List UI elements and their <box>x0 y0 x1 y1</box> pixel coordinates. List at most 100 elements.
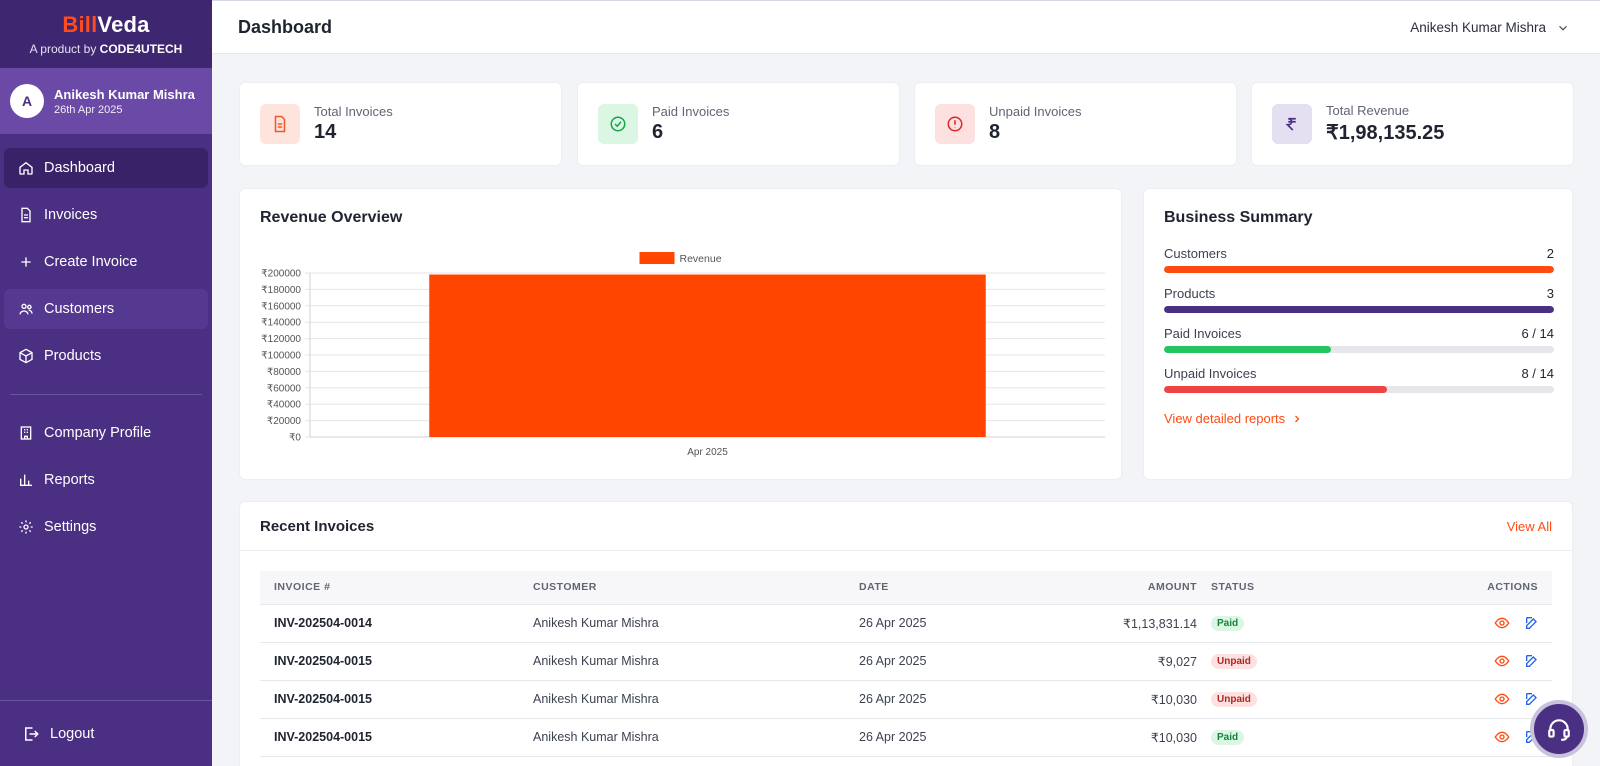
stat-card-paid-invoices: Paid Invoices 6 <box>577 82 900 166</box>
business-summary-title: Business Summary <box>1164 209 1313 226</box>
invoice-actions <box>1411 680 1552 719</box>
summary-value: 8 / 14 <box>1521 366 1554 381</box>
sidebar-user: A Anikesh Kumar Mishra 26th Apr 2025 <box>0 68 212 134</box>
summary-value: 2 <box>1546 246 1554 261</box>
column-header-status[interactable]: STATUS <box>1211 571 1411 605</box>
sidebar-item-label: Company Profile <box>44 425 152 441</box>
invoice-date: 26 Apr 2025 <box>859 680 1059 719</box>
summary-value: 3 <box>1546 286 1554 301</box>
summary-label: Paid Invoices <box>1164 326 1242 341</box>
summary-bar-fill <box>1164 386 1387 393</box>
brand-logo[interactable]: BillVeda <box>0 12 212 38</box>
sidebar-item-invoices[interactable]: Invoices <box>4 195 208 235</box>
header-user-name: Anikesh Kumar Mishra <box>1410 20 1546 35</box>
recent-invoices-title: Recent Invoices <box>260 518 375 535</box>
invoice-date: 26 Apr 2025 <box>859 718 1059 757</box>
building-icon <box>20 426 32 440</box>
invoice-customer: Anikesh Kumar Mishra <box>533 642 859 681</box>
y-tick-label: ₹0 <box>289 433 301 444</box>
y-tick-label: ₹140000 <box>261 318 301 329</box>
edit-icon[interactable] <box>1524 615 1540 631</box>
revenue-overview-title: Revenue Overview <box>260 209 403 226</box>
status-badge: Paid <box>1211 730 1245 745</box>
column-header-amount[interactable]: AMOUNT <box>1059 571 1211 605</box>
eye-icon[interactable] <box>1494 729 1510 745</box>
view-detailed-reports-label: View detailed reports <box>1164 411 1286 426</box>
eye-icon[interactable] <box>1494 615 1510 631</box>
invoice-customer: Anikesh Kumar Mishra <box>533 718 859 757</box>
stat-card-unpaid-invoices: Unpaid Invoices 8 <box>914 82 1237 166</box>
invoice-actions <box>1411 718 1552 757</box>
invoices-table: INVOICE # CUSTOMER DATE AMOUNT STATUS AC… <box>260 571 1552 757</box>
brand: BillVeda A product by CODE4UTECH <box>0 0 212 68</box>
column-header-invoice[interactable]: INVOICE # <box>260 571 533 605</box>
users-icon <box>19 303 33 315</box>
top-header: Dashboard Anikesh Kumar Mishra <box>212 0 1600 54</box>
alert-circle-icon <box>935 104 975 144</box>
invoice-number[interactable]: INV-202504-0015 <box>260 642 533 681</box>
sidebar: BillVeda A product by CODE4UTECH A Anike… <box>0 0 212 766</box>
check-circle-icon <box>598 104 638 144</box>
table-row[interactable]: INV-202504-0015 Anikesh Kumar Mishra 26 … <box>260 642 1552 681</box>
table-row[interactable]: INV-202504-0015 Anikesh Kumar Mishra 26 … <box>260 680 1552 719</box>
edit-icon[interactable] <box>1524 653 1540 669</box>
summary-label: Products <box>1164 286 1216 301</box>
business-summary-panel: Business Summary Customers 2 Products 3 … <box>1143 188 1573 480</box>
stat-value: 8 <box>989 121 1001 143</box>
sidebar-item-customers[interactable]: Customers <box>4 289 208 329</box>
x-tick-label: Apr 2025 <box>687 447 728 458</box>
invoice-date: 26 Apr 2025 <box>859 642 1059 681</box>
invoice-status-cell: Unpaid <box>1211 642 1411 681</box>
brand-tagline: A product by CODE4UTECH <box>0 42 212 56</box>
invoice-number[interactable]: INV-202504-0014 <box>260 604 533 643</box>
column-header-customer[interactable]: CUSTOMER <box>533 571 859 605</box>
summary-value: 6 / 14 <box>1521 326 1554 341</box>
sidebar-item-company-profile[interactable]: Company Profile <box>4 413 208 453</box>
headset-icon <box>1548 719 1570 741</box>
summary-bar <box>1164 266 1554 273</box>
logout-icon <box>25 726 39 741</box>
status-badge: Unpaid <box>1211 654 1257 669</box>
sidebar-nav: Dashboard Invoices Create Invoice Custom… <box>0 134 212 547</box>
eye-icon[interactable] <box>1494 653 1510 669</box>
support-chat-button[interactable] <box>1530 700 1588 758</box>
table-row[interactable]: INV-202504-0014 Anikesh Kumar Mishra 26 … <box>260 604 1552 643</box>
summary-bar-fill <box>1164 346 1332 353</box>
chevron-right-icon <box>1295 415 1300 422</box>
invoice-number[interactable]: INV-202504-0015 <box>260 680 533 719</box>
sidebar-item-label: Customers <box>44 301 115 317</box>
edit-icon[interactable] <box>1524 691 1540 707</box>
brand-tagline-prefix: A product by <box>29 42 100 56</box>
status-badge: Paid <box>1211 616 1245 631</box>
logout-button[interactable]: Logout <box>0 700 212 766</box>
legend-swatch <box>639 252 675 264</box>
box-icon <box>19 348 33 364</box>
stat-label: Unpaid Invoices <box>989 104 1082 119</box>
sidebar-item-label: Settings <box>44 519 97 535</box>
sidebar-item-create-invoice[interactable]: Create Invoice <box>4 242 208 282</box>
summary-bar <box>1164 346 1554 353</box>
sidebar-item-settings[interactable]: Settings <box>4 507 208 547</box>
view-all-link[interactable]: View All <box>1506 519 1552 534</box>
stat-label: Total Invoices <box>314 104 393 119</box>
invoice-customer: Anikesh Kumar Mishra <box>533 680 859 719</box>
invoice-actions <box>1411 604 1552 643</box>
table-row[interactable]: INV-202504-0015 Anikesh Kumar Mishra 26 … <box>260 718 1552 757</box>
view-detailed-reports-link[interactable]: View detailed reports <box>1164 411 1303 426</box>
summary-label: Unpaid Invoices <box>1164 366 1257 381</box>
invoice-status-cell: Paid <box>1211 718 1411 757</box>
recent-invoices-panel: Recent Invoices View All INVOICE # CUSTO… <box>239 501 1573 766</box>
eye-icon[interactable] <box>1494 691 1510 707</box>
page-title: Dashboard <box>238 17 333 37</box>
sidebar-item-products[interactable]: Products <box>4 336 208 376</box>
document-icon <box>260 104 300 144</box>
user-menu-button[interactable]: Anikesh Kumar Mishra <box>1410 20 1570 35</box>
invoice-number[interactable]: INV-202504-0015 <box>260 718 533 757</box>
summary-bar-fill <box>1164 306 1554 313</box>
column-header-date[interactable]: DATE <box>859 571 1059 605</box>
sidebar-user-name: Anikesh Kumar Mishra <box>54 86 195 102</box>
summary-row-products: Products 3 <box>1164 286 1554 313</box>
column-header-actions: ACTIONS <box>1411 571 1552 605</box>
sidebar-item-dashboard[interactable]: Dashboard <box>4 148 208 188</box>
sidebar-item-reports[interactable]: Reports <box>4 460 208 500</box>
